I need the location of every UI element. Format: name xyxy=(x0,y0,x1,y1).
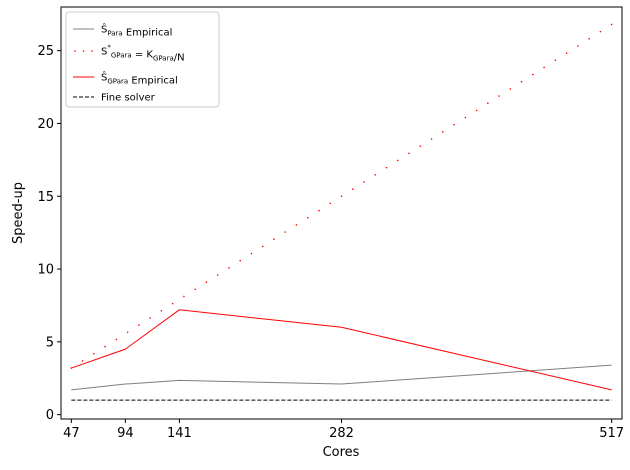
legend-label: S*GPara = KGPara/N xyxy=(101,44,185,64)
series-1-dot xyxy=(363,181,365,183)
series-1-dot xyxy=(599,30,602,33)
series-1-dot xyxy=(250,252,253,255)
series-1-dot xyxy=(216,274,219,276)
series-1-dot xyxy=(565,52,568,54)
plot-marks xyxy=(70,23,613,401)
legend-handle xyxy=(74,50,76,52)
series-1-dot xyxy=(453,123,455,126)
series-1-dot xyxy=(554,59,557,62)
series-1-dot xyxy=(543,66,545,69)
series-1-dot xyxy=(295,224,298,226)
y-tick-label: 10 xyxy=(37,263,54,278)
series-1-dot xyxy=(329,202,332,205)
series-1-dot xyxy=(487,102,489,105)
series-1-dot xyxy=(509,88,512,90)
legend-handle xyxy=(91,50,93,52)
legend-handle xyxy=(82,50,85,52)
series-1-dot xyxy=(340,195,343,198)
series-1-dot xyxy=(273,238,275,241)
series-1-dot xyxy=(408,152,410,155)
y-tick-label: 25 xyxy=(37,44,54,59)
series-1-dot xyxy=(430,138,433,140)
x-tick-label: 94 xyxy=(117,426,134,441)
series-1-dot xyxy=(284,231,287,233)
x-tick-label: 141 xyxy=(167,426,192,441)
series-1-dot xyxy=(498,95,500,97)
series-1-dot xyxy=(442,131,444,133)
series-1-dot xyxy=(318,209,320,212)
series-1-dot xyxy=(81,360,84,362)
series-1-dot xyxy=(610,23,613,26)
x-tick-label: 47 xyxy=(63,426,80,441)
series-1-dot xyxy=(520,80,523,83)
y-tick-label: 5 xyxy=(46,335,54,350)
x-axis-label: Cores xyxy=(323,445,360,460)
series-1-dot xyxy=(183,295,185,298)
series-1-dot xyxy=(171,302,174,305)
series-1-dot xyxy=(104,345,106,348)
series-1-dot xyxy=(577,45,579,47)
y-tick-label: 20 xyxy=(37,117,54,132)
legend-label: Fine solver xyxy=(101,93,156,104)
series-2-line xyxy=(71,309,612,391)
y-tick-label: 0 xyxy=(46,408,54,423)
series-1-dot xyxy=(385,166,388,169)
x-axis: 47 94 141 282 517 xyxy=(63,419,624,441)
series-1-dot xyxy=(261,245,264,248)
series-1-dot xyxy=(464,116,467,119)
legend-label: ŜPara Empirical xyxy=(101,23,172,39)
series-1-dot xyxy=(351,188,354,190)
y-axis-label: Speed-up xyxy=(11,182,26,244)
legend-box xyxy=(65,11,220,108)
y-tick-label: 15 xyxy=(37,190,54,205)
x-tick-label: 517 xyxy=(599,426,624,441)
series-1-dot xyxy=(115,338,118,341)
series-1-dot xyxy=(126,331,129,334)
series-1-dot xyxy=(93,352,95,355)
series-1-dot xyxy=(588,37,590,40)
series-1-dot xyxy=(374,173,377,176)
series-1-dot xyxy=(396,159,399,162)
series-0-line xyxy=(71,364,612,391)
y-axis: 0 5 10 15 20 25 xyxy=(37,44,61,423)
series-1-dot xyxy=(239,259,241,262)
series-1-dot xyxy=(475,109,478,112)
legend-label: ŜGPara Empirical xyxy=(101,71,178,87)
x-tick-label: 282 xyxy=(329,426,354,441)
series-1-dot xyxy=(194,288,196,291)
series-1-dot xyxy=(532,73,534,76)
series-1-dot xyxy=(205,281,208,283)
series-1-dot xyxy=(138,324,140,326)
series-1-dot xyxy=(228,267,230,269)
series-1-dot xyxy=(306,216,309,219)
series-1-dot xyxy=(160,309,163,312)
legend: ŜPara Empirical S*GPara = KGPara/N ŜGPara … xyxy=(65,11,220,108)
series-1-dot xyxy=(419,145,422,147)
series-1-dot xyxy=(149,317,151,319)
